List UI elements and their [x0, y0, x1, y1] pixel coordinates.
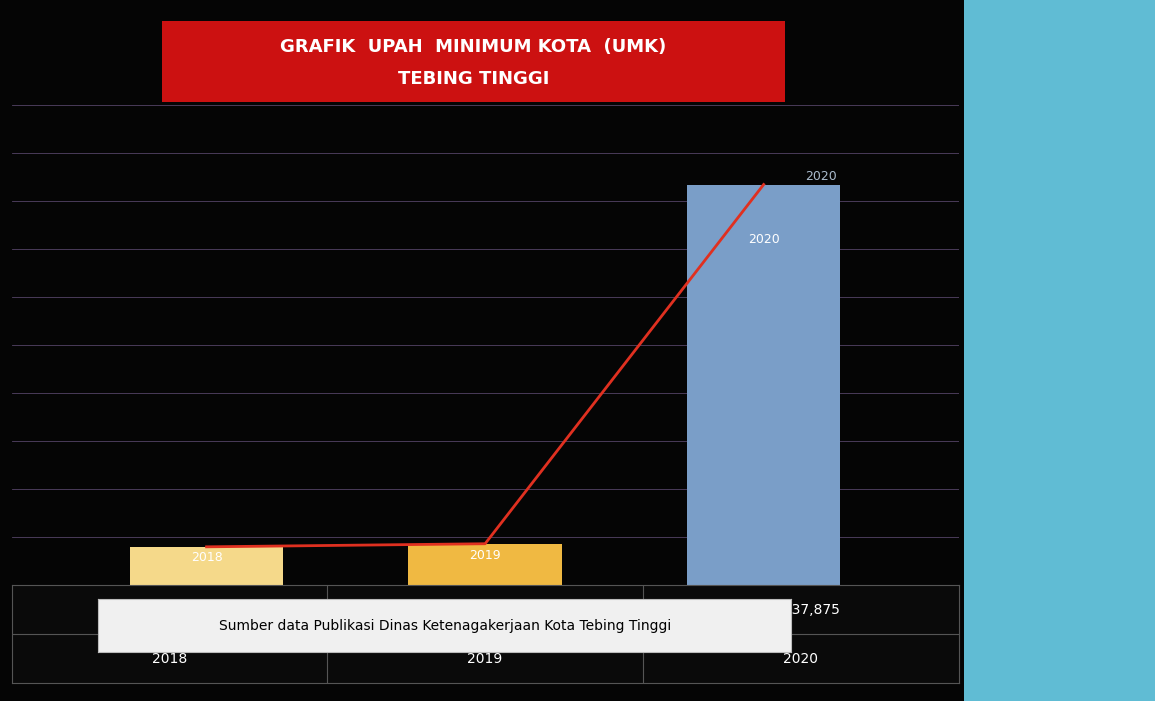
Text: 2019: 2019: [469, 549, 501, 562]
Text: 2020: 2020: [805, 170, 837, 182]
Text: 2018: 2018: [151, 652, 187, 666]
Text: 2020: 2020: [747, 233, 780, 245]
Text: TEBING TINGGI: TEBING TINGGI: [397, 70, 550, 88]
Bar: [409, 544, 561, 585]
Text: 2018: 2018: [191, 552, 223, 564]
Text: 22,537,875: 22,537,875: [761, 603, 840, 617]
Text: GRAFIK  UPAH  MINIMUM KOTA  (UMK): GRAFIK UPAH MINIMUM KOTA (UMK): [281, 38, 666, 56]
Text: 2019: 2019: [468, 652, 502, 666]
Text: 2020: 2020: [783, 652, 818, 666]
Text: 2,164,991: 2,164,991: [134, 603, 204, 617]
Bar: [129, 547, 283, 585]
Text: 2,338,840: 2,338,840: [450, 603, 520, 617]
Bar: [687, 184, 840, 585]
Text: Sumber data Publikasi Dinas Ketenagakerjaan Kota Tebing Tinggi: Sumber data Publikasi Dinas Ketenagakerj…: [218, 619, 671, 632]
